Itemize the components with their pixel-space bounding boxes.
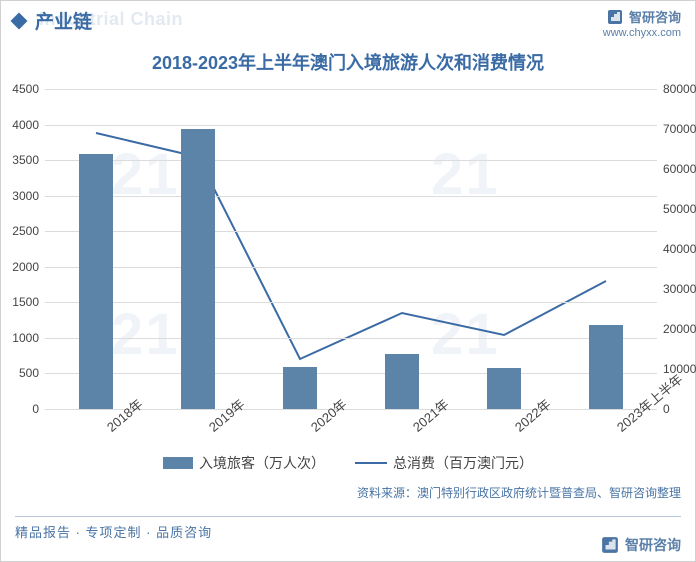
gridline	[45, 160, 657, 161]
x-tick-label: 2022年	[510, 421, 522, 436]
bar	[283, 367, 318, 409]
brand-footer: 智研咨询	[601, 535, 681, 555]
y1-tick-label: 4500	[12, 82, 45, 96]
brand-name: 智研咨询	[629, 7, 681, 26]
y2-tick-label: 50000	[657, 202, 696, 216]
y2-tick-label: 60000	[657, 162, 696, 176]
y1-tick-label: 4000	[12, 118, 45, 132]
data-source: 资料来源：澳门特别行政区政府统计暨普查局、智研咨询整理	[357, 484, 681, 501]
bar	[79, 154, 114, 409]
x-tick-label: 2019年	[204, 421, 216, 436]
y1-tick-label: 3500	[12, 153, 45, 167]
chart-title: 2018-2023年上半年澳门入境旅游人次和消费情况	[1, 49, 695, 75]
footer-divider	[15, 516, 681, 517]
bar	[181, 129, 216, 409]
diamond-icon	[11, 12, 28, 29]
gridline	[45, 373, 657, 374]
y1-tick-label: 2500	[12, 224, 45, 238]
x-tick-label: 2018年	[102, 421, 114, 436]
y2-tick-label: 30000	[657, 282, 696, 296]
x-tick-label: 2020年	[306, 421, 318, 436]
plot-area: 0500100015002000250030003500400045000100…	[45, 89, 657, 409]
y2-tick-label: 80000	[657, 82, 696, 96]
section-title: 产业链	[35, 7, 92, 34]
y1-tick-label: 1500	[12, 295, 45, 309]
brand-url-top: www.chyxx.com	[603, 27, 681, 39]
y2-tick-label: 70000	[657, 122, 696, 136]
gridline	[45, 302, 657, 303]
legend: 入境旅客（万人次） 总消费（百万澳门元）	[1, 453, 695, 473]
bar	[385, 354, 420, 409]
y1-tick-label: 3000	[12, 189, 45, 203]
brand-icon	[601, 536, 619, 554]
legend-bar-label: 入境旅客（万人次）	[199, 453, 325, 473]
gridline	[45, 196, 657, 197]
brand-top: 智研咨询	[607, 7, 681, 26]
legend-bar-swatch	[163, 457, 193, 469]
line-path	[96, 133, 606, 359]
bar	[487, 368, 522, 409]
brand-name-footer: 智研咨询	[625, 535, 681, 555]
y1-tick-label: 1000	[12, 331, 45, 345]
section-header: 产业链	[13, 7, 92, 34]
y1-tick-label: 2000	[12, 260, 45, 274]
legend-bar: 入境旅客（万人次）	[163, 453, 325, 473]
legend-line: 总消费（百万澳门元）	[355, 453, 533, 473]
gridline	[45, 231, 657, 232]
y2-tick-label: 20000	[657, 322, 696, 336]
y1-tick-label: 500	[19, 366, 45, 380]
gridline	[45, 89, 657, 90]
line-series	[45, 89, 657, 409]
x-tick-label: 2023年上半年	[612, 421, 624, 436]
brand-icon	[607, 9, 623, 25]
chart: 0500100015002000250030003500400045000100…	[45, 83, 657, 453]
y2-tick-label: 40000	[657, 242, 696, 256]
x-tick-label: 2021年	[408, 421, 420, 436]
footer-tagline: 精品报告 · 专项定制 · 品质咨询	[15, 522, 212, 541]
legend-line-label: 总消费（百万澳门元）	[393, 453, 533, 473]
legend-line-swatch	[355, 462, 387, 464]
gridline	[45, 338, 657, 339]
gridline	[45, 125, 657, 126]
gridline	[45, 267, 657, 268]
y1-tick-label: 0	[32, 402, 45, 416]
bar	[589, 325, 624, 409]
